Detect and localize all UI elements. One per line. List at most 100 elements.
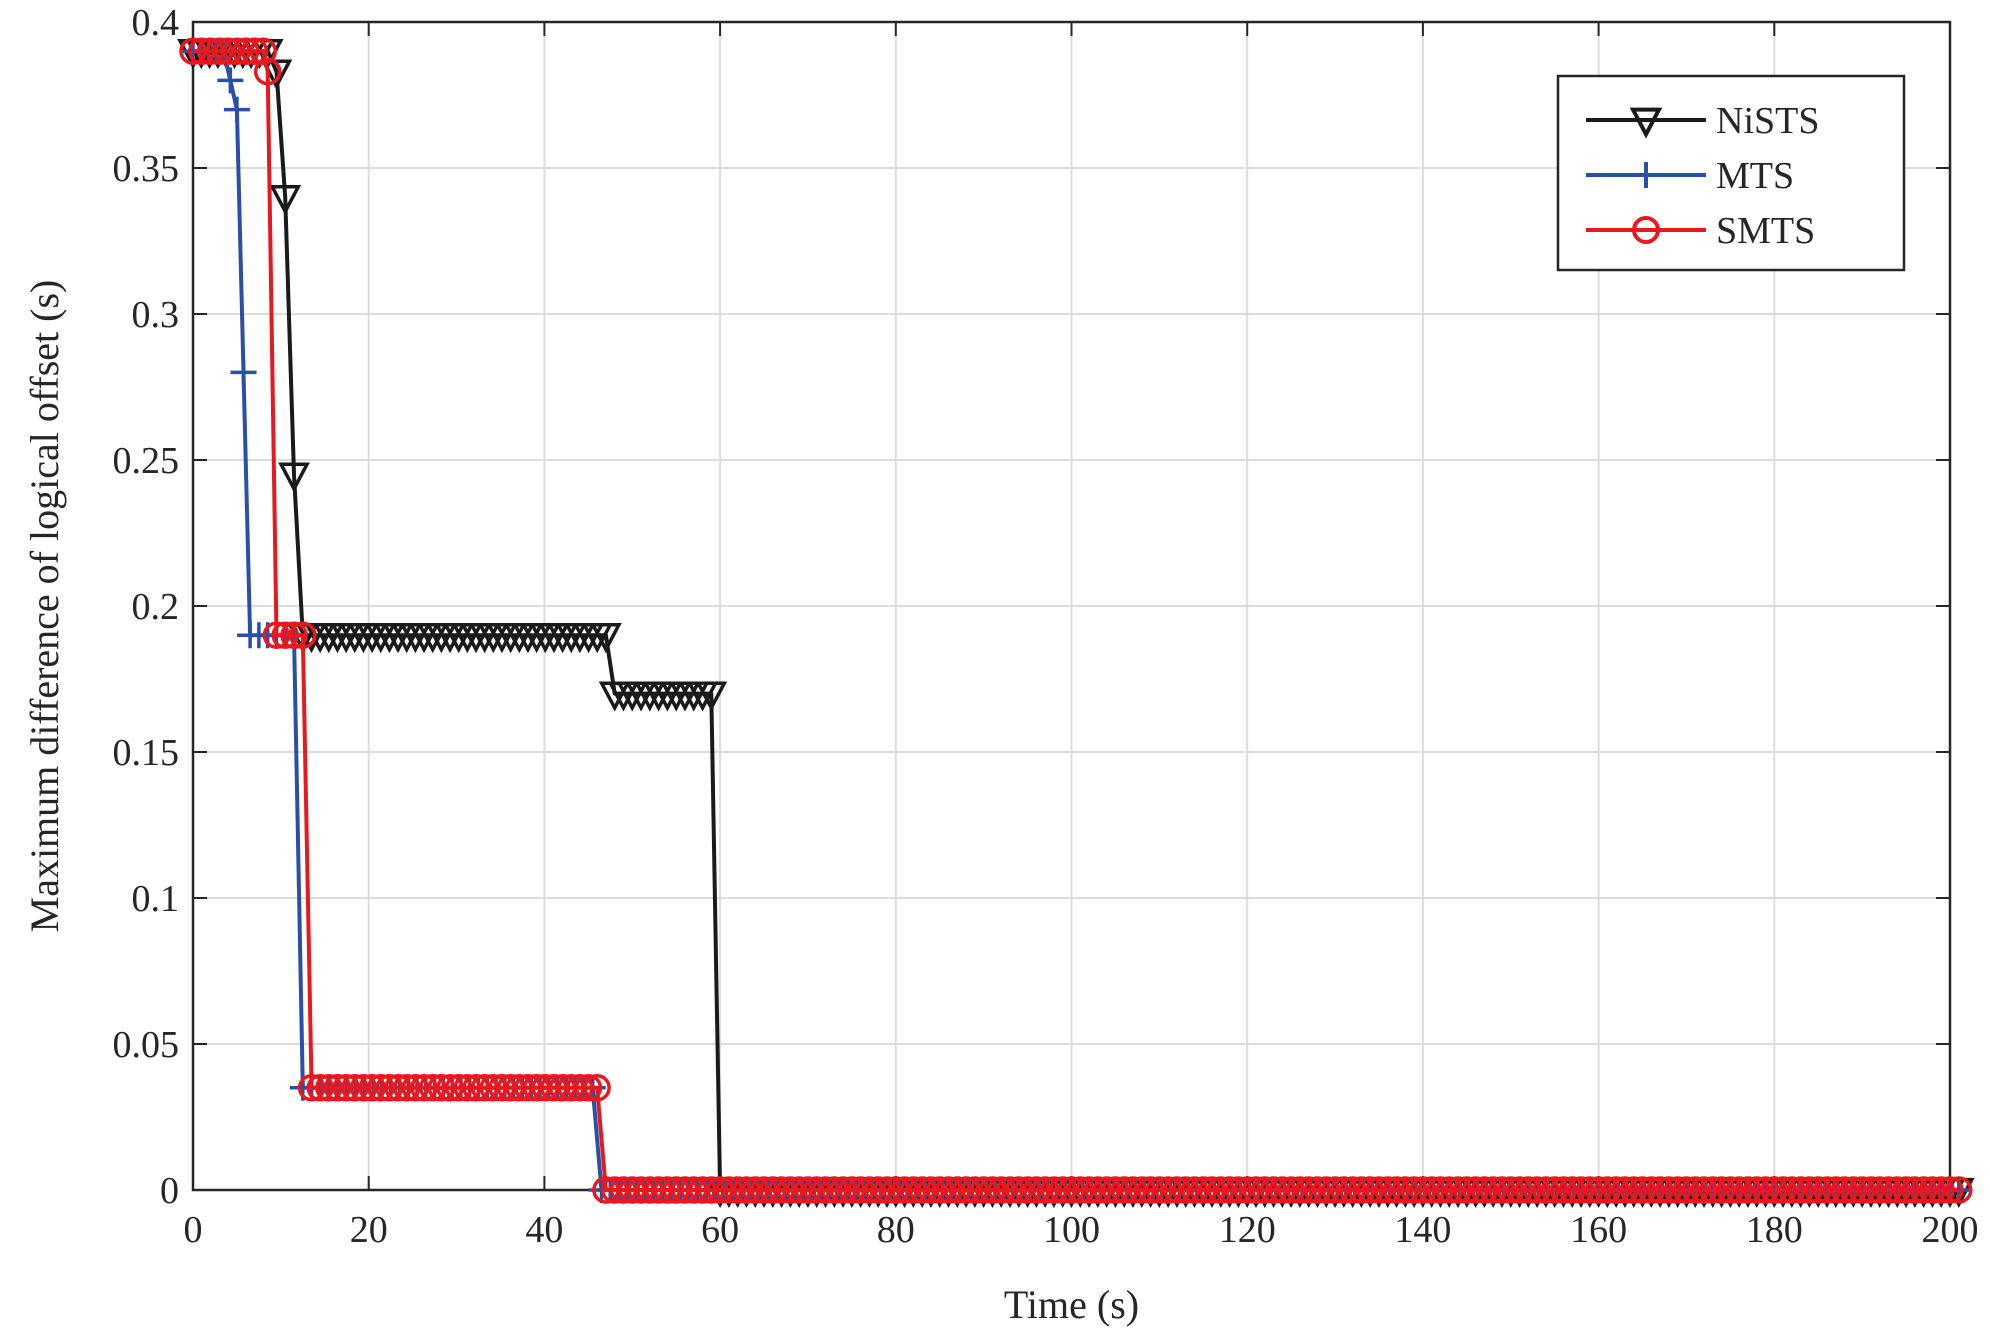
data-point-marker [401,1074,430,1102]
data-point-marker [873,1176,901,1204]
data-point-marker [1672,1176,1701,1204]
data-point-marker [271,621,299,649]
data-point-marker [1233,1176,1261,1204]
data-point-marker [230,359,257,386]
data-point-marker [829,1176,857,1204]
data-point-marker [1716,1176,1745,1204]
data-point-marker [1031,1176,1059,1204]
data-point-marker [934,1176,963,1204]
data-point-marker [1128,1176,1156,1204]
data-point-marker [1945,1176,1973,1204]
data-point-marker [1461,1176,1490,1204]
data-point-marker [323,1074,352,1102]
data-point-marker [196,37,225,65]
data-point-marker [1040,1176,1068,1204]
data-point-marker [427,1074,456,1102]
data-point-marker [1330,1176,1358,1204]
x-tick-label: 40 [525,1209,563,1251]
data-point-marker [1382,1176,1411,1204]
data-point-marker [1760,1176,1789,1204]
data-point-marker [1751,1176,1780,1204]
data-point-marker [297,1074,326,1102]
data-point-marker [1163,1176,1191,1204]
data-point-marker [1865,1176,1894,1204]
x-tick-label: 60 [701,1209,739,1251]
data-point-marker [1892,1176,1920,1204]
data-point-marker [917,1176,945,1204]
legend-label: MTS [1716,155,1794,197]
data-point-marker [1479,1176,1507,1204]
data-point-marker [636,1176,664,1204]
y-tick-label: 0.3 [132,294,180,336]
data-point-marker [899,1176,928,1204]
data-point-marker [514,1074,542,1102]
data-point-marker [1593,1176,1622,1204]
data-point-marker [943,1176,972,1204]
data-point-marker [1839,1176,1868,1204]
data-point-marker [1769,1176,1797,1204]
y-tick-label: 0.2 [132,586,180,628]
data-point-marker [1707,1176,1736,1204]
data-point-marker [785,1176,813,1204]
data-point-marker [418,1074,447,1102]
y-tick-label: 0.1 [132,878,180,920]
x-tick-label: 200 [1922,1209,1979,1251]
data-point-marker [1251,1176,1279,1204]
data-point-marker [978,1176,1007,1204]
data-point-marker [925,1176,954,1204]
data-point-marker [1655,1176,1683,1204]
y-tick-label: 0.4 [132,2,180,44]
data-point-marker [618,1176,646,1204]
data-point-marker [1180,1176,1209,1204]
data-point-marker [1901,1176,1929,1204]
data-point-marker [1611,1176,1639,1204]
data-point-marker [1321,1176,1349,1204]
data-point-marker [1514,1176,1543,1204]
y-tick-label: 0 [160,1170,179,1212]
x-tick-label: 100 [1043,1209,1100,1251]
data-point-marker [688,1176,717,1204]
legend: NiSTS MTS SMTS [1556,74,1906,272]
data-point-marker [1338,1176,1367,1204]
data-point-marker [1523,1176,1551,1204]
data-point-marker [1558,1176,1586,1204]
x-tick-label: 120 [1219,1209,1276,1251]
data-point-marker [179,37,207,65]
series-smts [179,37,1973,1204]
data-point-marker [289,621,317,649]
data-point-marker [205,37,234,65]
data-point-marker [1629,107,1663,139]
x-axis-title: Time (s) [1004,1282,1139,1327]
data-point-marker [679,1176,708,1204]
data-point-marker [1374,1176,1402,1204]
data-point-marker [1742,1176,1771,1204]
data-point-marker [1883,1176,1912,1204]
data-point-marker [1804,1176,1832,1204]
data-point-marker [627,1176,655,1204]
data-point-marker [1857,1176,1885,1204]
data-point-marker [1734,1176,1762,1204]
data-point-marker [1022,1176,1051,1204]
data-point-marker [223,37,251,65]
data-point-marker [864,1176,892,1204]
data-point-marker [1092,1176,1121,1204]
data-point-marker [1101,1176,1130,1204]
data-point-marker [1005,1176,1033,1204]
data-point-marker [741,1176,769,1204]
data-point-marker [1365,1176,1393,1204]
data-point-marker [1171,1176,1200,1204]
data-point-marker [1681,1176,1709,1204]
data-point-marker [1549,1176,1578,1204]
data-point-marker [1576,1176,1604,1204]
data-point-marker [695,681,728,712]
data-point-marker [1048,1176,1077,1204]
data-point-marker [1013,1176,1042,1204]
data-point-marker [592,1176,620,1204]
y-tick-label: 0.25 [113,440,180,482]
data-point-marker [1312,1176,1341,1204]
data-point-marker [249,37,278,65]
data-point-marker [1119,1176,1147,1204]
data-point-marker [1497,1176,1525,1204]
data-point-marker [653,1176,682,1204]
data-point-marker [1795,1176,1824,1204]
